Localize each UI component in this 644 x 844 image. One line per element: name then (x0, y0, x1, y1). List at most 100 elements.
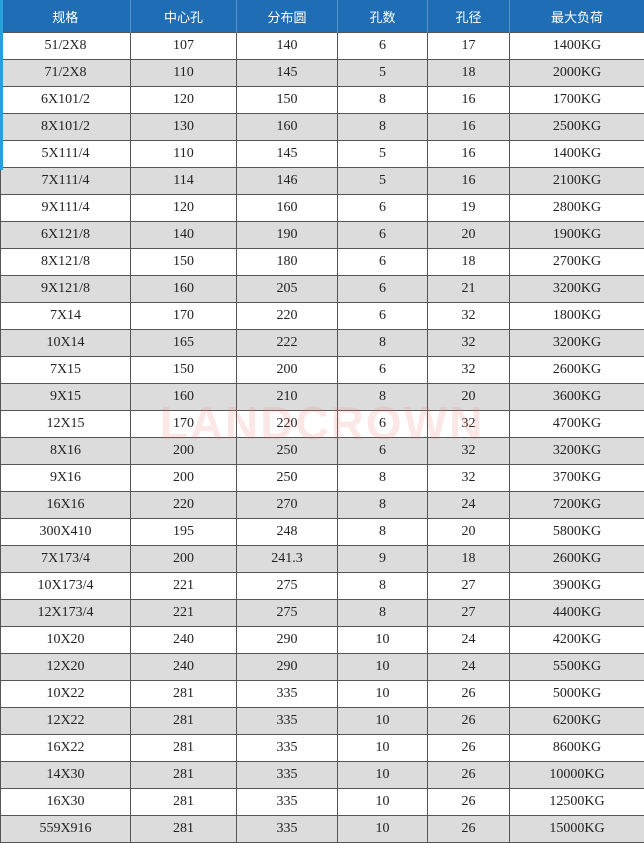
table-cell: 14X30 (0, 761, 131, 789)
table-cell: 8600KG (509, 734, 644, 762)
table-cell: 10 (337, 626, 428, 654)
table-cell: 1800KG (509, 302, 644, 330)
table-cell: 5 (337, 59, 428, 87)
table-row: 8X121/8 150 180 6 18 2700KG (0, 248, 644, 276)
table-cell: 170 (130, 302, 237, 330)
table-cell: 6 (337, 437, 428, 465)
table-cell: 18 (427, 248, 510, 276)
table-cell: 221 (130, 599, 237, 627)
table-cell: 24 (427, 653, 510, 681)
table-cell: 20 (427, 221, 510, 249)
table-cell: 24 (427, 626, 510, 654)
table-cell: 120 (130, 86, 237, 114)
table-cell: 6X101/2 (0, 86, 131, 114)
table-cell: 16 (427, 167, 510, 195)
table-cell: 10X173/4 (0, 572, 131, 600)
table-cell: 9X16 (0, 464, 131, 492)
column-header: 孔径 (427, 0, 510, 33)
table-cell: 200 (130, 464, 237, 492)
table-cell: 3900KG (509, 572, 644, 600)
table-cell: 5 (337, 167, 428, 195)
table-cell: 10 (337, 680, 428, 708)
table-cell: 19 (427, 194, 510, 222)
table-cell: 221 (130, 572, 237, 600)
table-cell: 6 (337, 410, 428, 438)
table-cell: 2700KG (509, 248, 644, 276)
table-cell: 5000KG (509, 680, 644, 708)
table-cell: 26 (427, 707, 510, 735)
table-row: 51/2X8 107 140 6 17 1400KG (0, 32, 644, 60)
table-cell: 110 (130, 59, 237, 87)
table-cell: 5800KG (509, 518, 644, 546)
table-cell: 8 (337, 491, 428, 519)
table-cell: 281 (130, 815, 237, 843)
table-cell: 2100KG (509, 167, 644, 195)
table-cell: 8 (337, 86, 428, 114)
table-cell: 220 (130, 491, 237, 519)
table-cell: 8X101/2 (0, 113, 131, 141)
table-cell: 26 (427, 761, 510, 789)
table-cell: 281 (130, 734, 237, 762)
table-cell: 190 (236, 221, 338, 249)
table-cell: 4400KG (509, 599, 644, 627)
table-cell: 335 (236, 788, 338, 816)
table-cell: 160 (236, 113, 338, 141)
table-cell: 6 (337, 221, 428, 249)
table-cell: 7200KG (509, 491, 644, 519)
table-cell: 26 (427, 788, 510, 816)
table-cell: 8X16 (0, 437, 131, 465)
table-cell: 8 (337, 518, 428, 546)
table-cell: 26 (427, 734, 510, 762)
table-row: 14X30 281 335 10 26 10000KG (0, 761, 644, 789)
table-cell: 4200KG (509, 626, 644, 654)
table-cell: 15000KG (509, 815, 644, 843)
table-cell: 3200KG (509, 329, 644, 357)
table-cell: 222 (236, 329, 338, 357)
table-cell: 335 (236, 761, 338, 789)
table-cell: 130 (130, 113, 237, 141)
table-cell: 110 (130, 140, 237, 168)
table-cell: 195 (130, 518, 237, 546)
table-cell: 281 (130, 680, 237, 708)
table-row: 9X15 160 210 8 20 3600KG (0, 383, 644, 411)
table-row: 12X173/4 221 275 8 27 4400KG (0, 599, 644, 627)
table-cell: 16X16 (0, 491, 131, 519)
table-cell: 18 (427, 545, 510, 573)
table-cell: 51/2X8 (0, 32, 131, 60)
table-cell: 27 (427, 599, 510, 627)
table-cell: 170 (130, 410, 237, 438)
table-cell: 6 (337, 248, 428, 276)
table-cell: 16X22 (0, 734, 131, 762)
table-cell: 120 (130, 194, 237, 222)
table-row: 16X30 281 335 10 26 12500KG (0, 788, 644, 816)
table-cell: 8 (337, 113, 428, 141)
table-cell: 5X111/4 (0, 140, 131, 168)
table-cell: 220 (236, 410, 338, 438)
table-cell: 240 (130, 653, 237, 681)
table-cell: 27 (427, 572, 510, 600)
column-header: 分布圆 (236, 0, 338, 33)
table-cell: 250 (236, 437, 338, 465)
table-row: 10X20 240 290 10 24 4200KG (0, 626, 644, 654)
table-cell: 16X30 (0, 788, 131, 816)
table-cell: 6 (337, 32, 428, 60)
table-cell: 10 (337, 734, 428, 762)
table-row: 71/2X8 110 145 5 18 2000KG (0, 59, 644, 87)
table-cell: 18 (427, 59, 510, 87)
table-cell: 32 (427, 410, 510, 438)
table-cell: 5 (337, 140, 428, 168)
table-cell: 140 (236, 32, 338, 60)
table-cell: 12X173/4 (0, 599, 131, 627)
table-row: 12X22 281 335 10 26 6200KG (0, 707, 644, 735)
table-cell: 3200KG (509, 437, 644, 465)
table-cell: 107 (130, 32, 237, 60)
table-cell: 7X173/4 (0, 545, 131, 573)
table-cell: 4700KG (509, 410, 644, 438)
table-cell: 250 (236, 464, 338, 492)
header-row: 规格 中心孔 分布圆 孔数 孔径 最大负荷 (0, 0, 644, 33)
table-row: 16X16 220 270 8 24 7200KG (0, 491, 644, 519)
table-cell: 335 (236, 680, 338, 708)
table-cell: 10X20 (0, 626, 131, 654)
table-cell: 1400KG (509, 140, 644, 168)
table-cell: 9X121/8 (0, 275, 131, 303)
